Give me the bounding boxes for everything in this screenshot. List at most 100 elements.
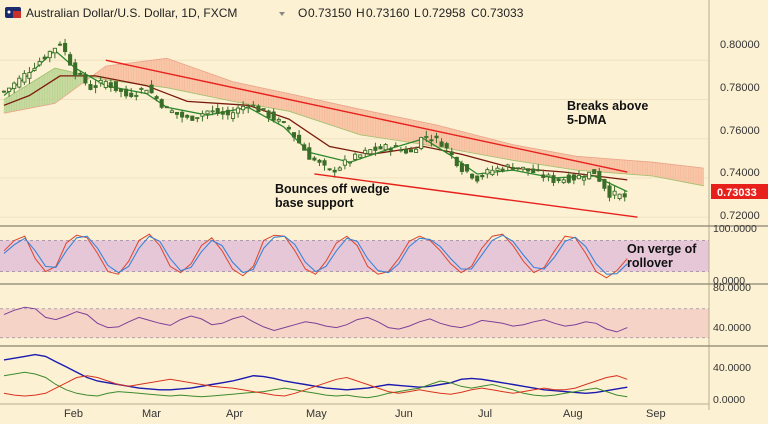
candle-body — [393, 145, 398, 147]
cloud-segment — [392, 115, 397, 141]
cloud-segment — [46, 70, 51, 106]
cloud-segment — [403, 117, 407, 143]
cloud-segment — [265, 88, 269, 109]
candle-body — [266, 110, 271, 119]
chevron-down-icon[interactable] — [279, 12, 285, 16]
cloud-segment — [456, 129, 460, 152]
symbol-title[interactable]: Australian Dollar/U.S. Dollar, 1D, FXCM — [26, 6, 237, 20]
cloud-segment — [301, 96, 305, 117]
cloud-segment — [212, 74, 216, 99]
x-tick-label: Aug — [563, 408, 583, 420]
candle-body — [332, 169, 337, 173]
cloud-segment — [644, 161, 648, 176]
annotation-rollover: rollover — [627, 256, 673, 270]
y-tick-label: 0.78000 — [720, 82, 760, 94]
cloud-segment — [367, 110, 371, 137]
cloud-segment — [255, 86, 259, 107]
candle-body — [190, 115, 195, 121]
cloud-segment — [352, 107, 356, 134]
candle-body — [307, 147, 312, 160]
cloud-segment — [54, 67, 58, 104]
cloud-segment — [670, 164, 674, 181]
chart-header: Australian Dollar/U.S. Dollar, 1D, FXCM … — [5, 6, 524, 20]
cloud-segment — [321, 100, 325, 124]
cloud-segment — [375, 112, 379, 138]
cloud-segment — [281, 91, 285, 111]
candle-body — [118, 88, 124, 92]
candle-body — [124, 88, 129, 97]
cloud-segment — [530, 147, 534, 164]
last-price-marker: 0.73033 — [711, 184, 768, 199]
candle-body — [22, 72, 27, 83]
candle-body — [424, 135, 429, 138]
candle-body — [378, 146, 383, 150]
cloud-segment — [120, 63, 124, 83]
candle-body — [78, 72, 83, 75]
annotation-bounce: base support — [275, 196, 354, 210]
cloud-segment — [680, 165, 684, 183]
candle-body — [414, 148, 419, 153]
x-tick-label: Mar — [142, 408, 161, 420]
cloud-segment — [225, 78, 229, 101]
candle-body — [103, 80, 108, 88]
cloud-segment — [334, 103, 338, 128]
cloud-segment — [64, 70, 68, 97]
cloud-segment — [222, 77, 226, 101]
candle-body — [251, 104, 256, 107]
cloud-segment — [136, 61, 140, 85]
candle-body — [159, 99, 164, 108]
candle-body — [230, 112, 236, 119]
cloud-segment — [655, 162, 659, 178]
x-tick-label: Sep — [646, 408, 666, 420]
cloud-segment — [502, 141, 506, 160]
candle-body — [1, 90, 7, 93]
cloud-segment — [192, 66, 196, 94]
candle-body — [17, 77, 22, 88]
candle-body — [490, 169, 495, 176]
cloud-segment — [451, 128, 455, 150]
cloud-segment — [69, 71, 73, 93]
annotation-breaks: 5-DMA — [567, 113, 607, 127]
cloud-segment — [548, 150, 552, 167]
cloud-segment — [275, 90, 280, 110]
rsi-y-tick: 80.0000 — [713, 282, 751, 294]
cloud-segment — [565, 154, 570, 170]
cloud-segment — [698, 167, 702, 186]
candle-body — [541, 174, 546, 178]
cloud-segment — [545, 150, 549, 167]
candle-body — [373, 146, 378, 151]
stoch-d-line — [3, 233, 628, 279]
cloud-segment — [326, 101, 330, 126]
candle-body — [144, 89, 149, 94]
candle-body — [312, 157, 317, 161]
candle-body — [98, 79, 103, 84]
cloud-segment — [245, 84, 249, 105]
stoch-k-line — [3, 234, 628, 275]
cloud-segment — [44, 72, 48, 106]
rsi-line — [3, 306, 628, 333]
cloud-segment — [667, 163, 671, 180]
cloud-segment — [309, 97, 313, 120]
candle-body — [398, 149, 403, 152]
candle-body — [444, 143, 449, 149]
cloud-segment — [537, 148, 542, 165]
adx-y-tick: 0.0000 — [713, 394, 745, 406]
cloud-segment — [609, 158, 613, 174]
candle-body — [622, 193, 627, 198]
candle-body — [281, 121, 286, 123]
cloud-segment — [62, 69, 66, 99]
cloud-segment — [377, 112, 381, 139]
candle-body — [347, 161, 353, 164]
candle-body — [408, 149, 414, 153]
x-tick-label: Feb — [64, 408, 83, 420]
cloud-segment — [298, 95, 302, 116]
candle-body — [464, 164, 470, 172]
cloud-segment — [700, 167, 704, 187]
candle-body — [439, 141, 444, 147]
cloud-segment — [568, 154, 572, 170]
ohlc-close-label: C — [471, 6, 480, 20]
candle-body — [235, 107, 241, 114]
cloud-segment — [471, 133, 475, 154]
